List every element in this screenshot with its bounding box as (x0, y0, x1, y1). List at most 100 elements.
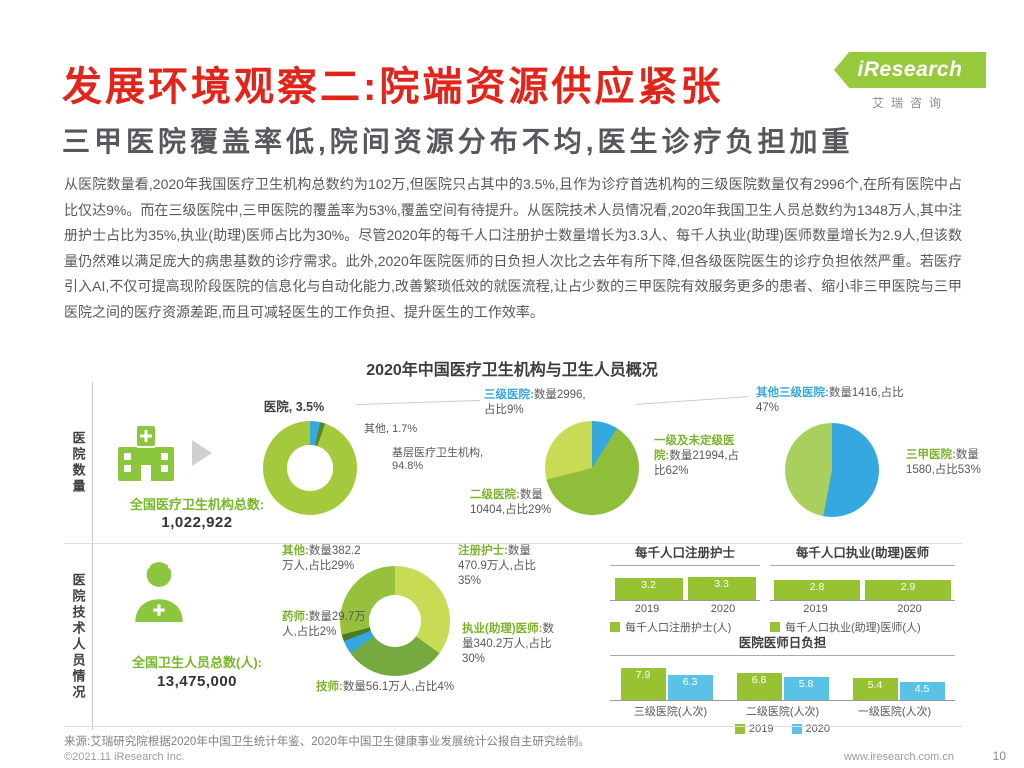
label-value: 数量1416,占比47% (756, 387, 904, 414)
side-label-hospital-count: 医院数量 (64, 382, 93, 543)
legend-label: 每千人口执业(助理)医师(人) (785, 622, 921, 634)
logo-subtitle: 艾瑞咨询 (871, 96, 948, 110)
page-subtitle: 三甲医院覆盖率低,院间资源分布不均,医生诊疗负担加重 (62, 126, 854, 157)
label-value: 数量382.2万人,占比29% (282, 545, 361, 572)
label-value: 数量1580,占比53% (906, 449, 981, 476)
chart-legend: 每千人口执业(助理)医师(人) (770, 619, 955, 635)
label-heading: 技师: (316, 681, 343, 693)
label-heading: 二级医院: (470, 489, 520, 501)
chart-title: 医院医师日负担 (610, 632, 955, 656)
bar-group: 5.4 4.5 (852, 678, 945, 700)
website-link[interactable]: www.iresearch.com.cn (843, 751, 954, 763)
label-heading: 一级及未定级医院: (654, 435, 735, 462)
side-label-personnel: 医院技术人员情况 (64, 543, 93, 730)
bars: 7.9 6.3 6.8 5.8 5.4 4.5 (610, 656, 955, 701)
logo-flag-icon: iResearch (834, 52, 986, 88)
legend-swatch (610, 622, 620, 632)
categories: 三级医院(人次) 二级医院(人次) 一级医院(人次) (610, 703, 955, 719)
bar-category-label: 2020 (897, 603, 922, 615)
bar-2019: 5.4 (852, 678, 898, 700)
bar-category-label: 三级医院(人次) (633, 706, 708, 718)
arrow-right-icon (192, 440, 212, 466)
figure-board: 医院数量 医院技术人员情况 全国医疗卫生机构总数: 1,022,922 医院, … (64, 382, 981, 735)
chart-legend: 每千人口注册护士(人) (610, 619, 760, 635)
donut-label-hospital: 医院, 3.5% (263, 400, 325, 414)
bars: 3.2 3.3 (610, 566, 760, 601)
label-heading: 其他三级医院: (756, 387, 829, 399)
bar-group: 7.9 6.3 (620, 668, 713, 700)
personnel-total-label: 全国卫生人员总数(人): (132, 655, 262, 670)
label-value: 数量21994,占比62% (654, 450, 740, 477)
label-heading: 三级医院: (484, 389, 534, 401)
hospital-total-label: 全国医疗卫生机构总数: (129, 497, 265, 512)
bar-group: 6.8 5.8 (736, 672, 829, 700)
bar-2019: 3.2 (614, 577, 683, 600)
legend-swatch (770, 622, 780, 632)
body-paragraph: 从医院数量看,2020年我国医疗卫生机构总数约为102万,但医院只占其中的3.5… (64, 176, 962, 320)
hospital-structure-donut (263, 421, 357, 515)
donut-label-pharmacist: 药师:数量29.7万人,占比2% (282, 610, 368, 640)
daily-burden-chart: 医院医师日负担 7.9 6.3 6.8 5.8 5.4 4.5 三级医院(人次) 二级医院(… (610, 632, 955, 735)
bars: 2.8 2.9 (770, 566, 955, 601)
chart-title: 每千人口注册护士 (610, 542, 760, 566)
label-heading: 三甲医院: (906, 449, 956, 461)
hospital-icon (114, 422, 178, 489)
personnel-structure-donut (340, 566, 450, 676)
bar-2020: 6.3 (667, 674, 713, 700)
label-value: 数量10404,占比29% (470, 489, 552, 516)
nurses-per-1000-chart: 每千人口注册护士 3.2 3.3 2019 2020 每千人口注册护士(人) (610, 542, 760, 635)
bar-2019: 6.8 (736, 672, 782, 700)
donut-label-other-staff: 其他:数量382.2万人,占比29% (282, 544, 368, 574)
bar-2020: 3.3 (687, 576, 756, 600)
bar-2019: 2.8 (774, 580, 860, 600)
bar-category-label: 2019 (634, 603, 660, 615)
donut-label-physician: 执业(助理)医师:数量340.2万人,占比30% (462, 622, 558, 667)
pie-label-tier2: 二级医院:数量10404,占比29% (470, 488, 574, 518)
legend-swatch (735, 724, 746, 734)
legend-label: 每千人口注册护士(人) (625, 622, 732, 634)
label-heading: 药师: (282, 611, 309, 623)
categories: 2019 2020 (770, 603, 955, 615)
bar-2020: 2.9 (865, 579, 951, 600)
connector-line (636, 396, 748, 405)
bar-2020: 5.8 (783, 676, 829, 700)
pie-label-tier3: 三级医院:数量2996,占比9% (484, 388, 596, 418)
label-value: 数量340.2万人,占比30% (462, 623, 554, 665)
chart-title: 每千人口执业(助理)医师 (770, 542, 955, 566)
page-number: 10 (992, 749, 1006, 763)
bar-2019: 7.9 (620, 668, 666, 700)
copyright: ©2021.11 iResearch Inc. (64, 751, 185, 763)
connector-line (356, 399, 480, 406)
side-label-text: 医院技术人员情况 (70, 572, 86, 701)
label-heading: 执业(助理)医师: (462, 623, 543, 635)
label-value: 数量470.9万人,占比35% (458, 545, 536, 587)
logo-text: iResearch (857, 58, 963, 81)
hospital-total-value: 1,022,922 (161, 514, 233, 531)
label-value: 数量56.1万人,占比4% (342, 681, 455, 693)
categories: 2019 2020 (610, 603, 760, 615)
donut-label-other: 其他, 1.7% (364, 423, 418, 435)
bar-2020: 4.5 (899, 682, 945, 700)
divider (64, 543, 962, 544)
bar-category-label: 2019 (803, 603, 828, 615)
bar-category-label: 一级医院(人次) (857, 706, 932, 718)
iresearch-logo: iResearch 艾瑞咨询 (834, 52, 986, 111)
label-heading: 其他: (282, 545, 309, 557)
label-heading: 注册护士: (458, 545, 508, 557)
bar-category-label: 二级医院(人次) (745, 706, 820, 718)
label-value: 数量2996,占比9% (484, 389, 586, 416)
side-label-text: 医院数量 (70, 430, 86, 495)
physicians-per-1000-chart: 每千人口执业(助理)医师 2.8 2.9 2019 2020 每千人口执业(助理)医… (770, 542, 955, 635)
donut-label-technician: 技师:数量56.1万人,占比4% (316, 680, 466, 695)
label-value: 数量29.7万人,占比2% (282, 611, 366, 638)
pie-label-other-tier3: 其他三级医院:数量1416,占比47% (756, 386, 926, 416)
legend-swatch (791, 724, 802, 734)
donut-label-grassroots: 基层医疗卫生机构, 94.8% (392, 447, 484, 472)
pie-label-grade-a: 三甲医院:数量1580,占比53% (906, 448, 998, 478)
page-title: 发展环境观察二:院端资源供应紧张 (62, 65, 724, 109)
source-note: 来源:艾瑞研究院根据2020年中国卫生统计年鉴、2020年中国卫生健康事业发展统… (64, 726, 962, 749)
figure-title: 2020年中国医疗卫生机构与卫生人员概况 (366, 362, 658, 379)
pie-label-tier1: 一级及未定级医院:数量21994,占比62% (654, 434, 748, 479)
doctor-icon (126, 557, 192, 629)
